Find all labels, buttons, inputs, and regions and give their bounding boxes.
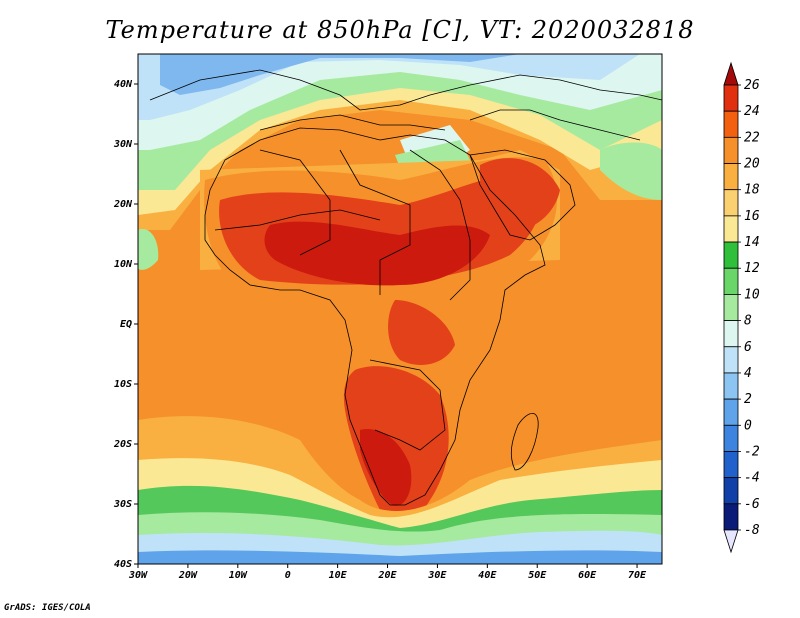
colorbar-label: 26 [744, 78, 760, 93]
colorbar-label: 6 [744, 340, 752, 355]
field-max-sahel [264, 221, 490, 286]
y-tick-label: 10S [114, 379, 132, 390]
colorbar-label: 12 [744, 261, 760, 276]
border-middle-east [469, 109, 641, 141]
y-tick-label: 30S [113, 499, 132, 510]
y-tick-label: 20S [113, 439, 132, 450]
colorbar-label: -6 [744, 497, 760, 512]
x-tick-label: 30W [128, 570, 148, 581]
x-tick-label: 10W [229, 570, 248, 581]
y-axis: 40N 30N 20N 10N EQ 10S 20S 30S 40S [113, 79, 138, 570]
x-tick-label: 0 [285, 570, 291, 581]
colorbar-box [723, 136, 739, 164]
colorbar-label: 20 [744, 157, 760, 172]
colorbar-label: 24 [744, 104, 760, 119]
colorbar-box [723, 451, 739, 479]
y-tick-label: 40S [114, 559, 132, 570]
x-tick-label: 70E [628, 570, 647, 581]
colorbar-min-arrow [723, 529, 739, 554]
colorbar-box [723, 267, 739, 295]
colorbar-box [723, 320, 739, 348]
colorbar-box [723, 372, 739, 400]
field-green-indian [600, 142, 662, 200]
colorbar-box [723, 346, 739, 374]
y-tick-label: 30N [113, 139, 133, 150]
field-mint-north [138, 54, 662, 150]
colorbar-box [723, 215, 739, 243]
y-tick-label: EQ [120, 319, 132, 330]
colorbar-label: 0 [744, 418, 752, 433]
border-sahel [214, 209, 381, 231]
colorbar-label: -4 [744, 471, 760, 486]
colorbar-box [723, 477, 739, 505]
x-tick-label: 60E [578, 570, 597, 581]
temperature-field [138, 54, 662, 564]
y-tick-label: 20N [113, 199, 133, 210]
colorbar-max-arrow [723, 61, 739, 86]
colorbar-box [723, 241, 739, 269]
map-title: Temperature at 850hPa [C], VT: 202003281… [105, 16, 695, 44]
x-tick-label: 50E [528, 570, 547, 581]
x-tick-label: 20E [377, 570, 397, 581]
field-hot-central [388, 300, 455, 365]
colorbar-label: 18 [744, 183, 760, 198]
field-hot-arabia [479, 158, 560, 231]
y-tick-label: 40N [114, 79, 133, 90]
colorbar-box [723, 398, 739, 426]
colorbar-box [723, 294, 739, 321]
colorbar-box [723, 163, 739, 191]
mediterranean-coast [259, 114, 446, 131]
colorbar-label: 16 [744, 209, 760, 224]
colorbar-label: 2 [744, 392, 752, 407]
colorbar-label: -8 [744, 523, 760, 538]
border-west [259, 149, 331, 256]
colorbar-box [723, 189, 739, 217]
colorbar-box [723, 84, 739, 112]
x-axis: 30W 20W 10W 0 10E 20E 30E 40E 50E 60E 70E [128, 564, 647, 581]
colorbar-label: 8 [744, 314, 752, 329]
border-central [339, 149, 411, 295]
africa-coastline [204, 127, 546, 506]
field-max-south [360, 429, 412, 506]
colorbar-label: 14 [744, 235, 760, 250]
plot-frame [137, 53, 663, 565]
colorbar-box [723, 110, 739, 138]
x-tick-label: 30E [427, 570, 447, 581]
credit-label: GrADS: IGES/COLA [4, 603, 91, 613]
arabia-coastline [469, 149, 576, 241]
y-tick-label: 10N [114, 259, 133, 270]
colorbar-label: 10 [744, 287, 760, 302]
colorbar-label: -2 [744, 444, 760, 459]
x-tick-label: 40E [478, 570, 497, 581]
colorbar-label: 22 [744, 130, 760, 145]
field-blue-north [160, 54, 520, 95]
europe-coastline [149, 69, 662, 111]
field-blue-south [138, 550, 662, 564]
field-green-atlantic [138, 229, 159, 270]
border-east [409, 149, 471, 301]
coastlines [149, 69, 662, 506]
border-south [369, 359, 446, 451]
x-tick-label: 10E [329, 570, 348, 581]
x-tick-label: 20W [178, 570, 198, 581]
colorbar-box [723, 503, 739, 531]
colorbar-label: 4 [744, 366, 752, 381]
colorbar-box [723, 424, 739, 452]
madagascar-coastline [510, 412, 539, 471]
